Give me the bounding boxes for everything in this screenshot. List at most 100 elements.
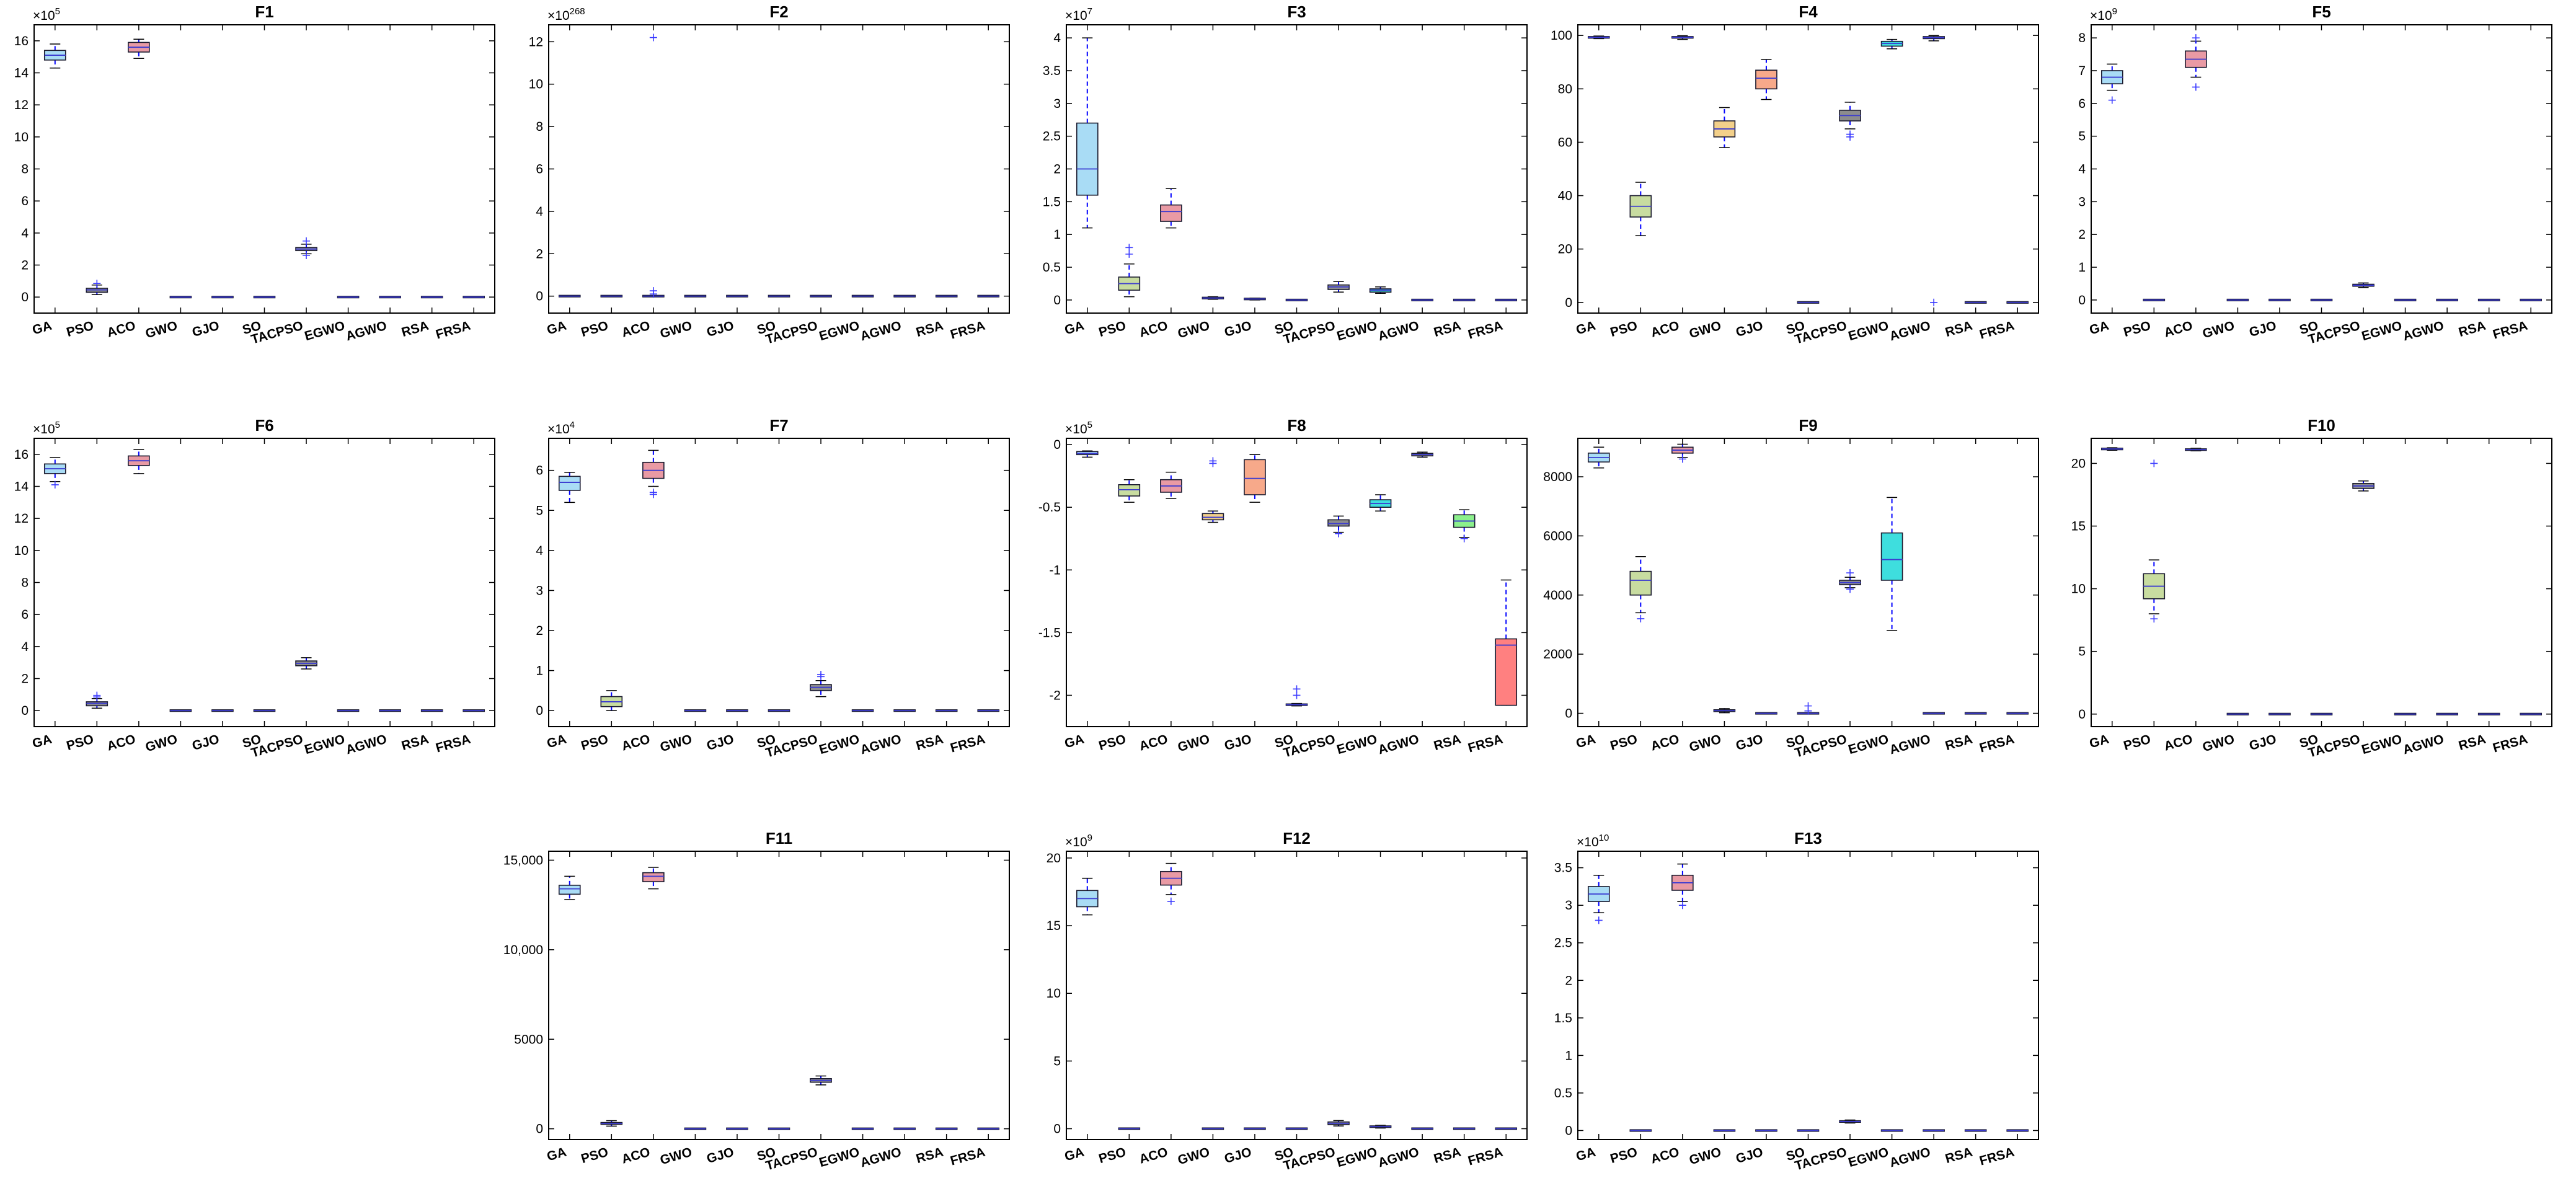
f9-xtick-label: AGWO [1888,732,1932,758]
f6-title: F6 [255,416,273,435]
f12-xtick-label: GA [1063,1145,1086,1164]
f12-xtick-label: FRSA [1466,1145,1504,1169]
outlier-marker [1846,585,1854,593]
f4-box-frsa [2006,301,2029,304]
f10-xtick-label: PSO [2122,732,2153,753]
f12-box-frsa [1495,1127,1518,1130]
f8-box-tacpso [1327,515,1350,538]
f6-xtick-label: GA [31,732,54,751]
f2-box-ga [558,294,581,298]
f13-box-frsa [2006,1129,2029,1132]
f3-box-so [1285,298,1308,301]
f10-box-so [2310,712,2333,715]
outlier-marker [1125,250,1133,258]
f1-xtick-label: ACO [105,319,137,340]
outlier-marker [303,237,311,245]
f8-xtick-label: EGWO [1335,732,1379,757]
f9-ytick-label: 6000 [1543,529,1572,543]
f8-box-so [1285,685,1308,707]
f9-box-rsa [1964,712,1987,715]
f8-xtick-label: AGWO [1376,732,1420,758]
f4-box-gjo [1755,59,1777,100]
f10-title: F10 [2308,416,2335,435]
f5-box-so [2310,298,2333,301]
f5-xtick-label: FRSA [2491,319,2529,342]
f3-box-pso [1118,244,1141,298]
f13-xtick-label: EGWO [1847,1145,1890,1170]
f12-xtick-label: ACO [1138,1145,1169,1167]
f2-ytick-label: 0 [536,290,543,304]
iqr-box [1202,513,1224,521]
f13-box-pso [1629,1129,1652,1132]
f5-box-egwo [2394,298,2417,301]
f4-xtick-label: AGWO [1888,319,1932,344]
f11-box-gjo [726,1127,748,1130]
f2-xtick-label: AGWO [859,319,903,344]
f2-box-rsa [935,294,958,298]
f5-xtick-label: GA [2088,319,2111,338]
f3-xtick-label: FRSA [1466,319,1504,342]
f13-ytick-label: 0 [1565,1123,1572,1138]
f11-xtick-label: AGWO [859,1145,903,1171]
f2-box-tacpso [810,294,832,298]
f7-box-egwo [851,709,874,712]
f4-box-pso [1629,182,1652,236]
f4-box-tacpso [1839,102,1861,141]
f9-xtick-label: ACO [1649,732,1681,754]
f13-ytick-label: 0.5 [1554,1086,1572,1100]
f9-xtick-label: FRSA [1978,732,2016,756]
f9-box-aco [1671,443,1694,463]
f1-title: F1 [255,2,273,21]
f1-ytick-label: 0 [21,290,29,304]
outlier-marker [2108,96,2116,104]
f6-ytick-label: 8 [21,576,29,590]
f3-box-aco [1160,188,1182,229]
f3-ytick-label: 3 [1053,97,1061,111]
outlier-marker [817,671,825,679]
f8-xtick-label: ACO [1138,732,1169,754]
f3-xtick-label: PSO [1097,319,1128,340]
outlier-marker [1293,685,1301,693]
f4-axes-frame [1577,24,2039,314]
f9-box-pso [1629,556,1652,622]
f7-box-gjo [726,709,748,712]
f8-box-gjo [1244,454,1266,503]
f1-xtick-label: GA [31,319,54,338]
f12-ytick-label: 15 [1047,919,1061,933]
outlier-marker [1804,707,1812,715]
f1-box-aco [128,38,150,59]
f1-box-agwo [379,296,401,299]
f11-box-aco [642,867,665,890]
f11-ytick-label: 0 [536,1122,543,1136]
outlier-marker [2150,459,2158,467]
iqr-box [1755,69,1777,90]
f3-xtick-label: EGWO [1335,319,1379,343]
f10-xtick-label: AGWO [2401,732,2445,758]
f7-xtick-label: FRSA [949,732,986,756]
outlier-marker [649,33,657,42]
iqr-box [642,872,665,882]
f1-ytick-label: 14 [14,66,29,81]
f12-xtick-label: GWO [1176,1145,1211,1168]
f7-box-pso [600,690,623,711]
f12-box-gjo [1244,1127,1266,1130]
f9-box-gwo [1713,708,1736,714]
f13-box-rsa [1964,1129,1987,1132]
f8-box-ga [1076,450,1099,458]
f5-ytick-label: 2 [2078,228,2086,242]
f9-box-ga [1587,446,1610,469]
f3-box-egwo [1369,286,1392,294]
f8-box-gwo [1202,457,1224,523]
f12-box-so [1285,1127,1308,1130]
f1-box-ga [43,43,66,69]
f7-ytick-label: 6 [536,464,543,478]
f7-box-ga [558,472,581,503]
f13-box-gjo [1755,1129,1777,1132]
f8-multiplier: ×105 [1065,420,1092,436]
f4-ytick-label: 40 [1558,189,1572,203]
